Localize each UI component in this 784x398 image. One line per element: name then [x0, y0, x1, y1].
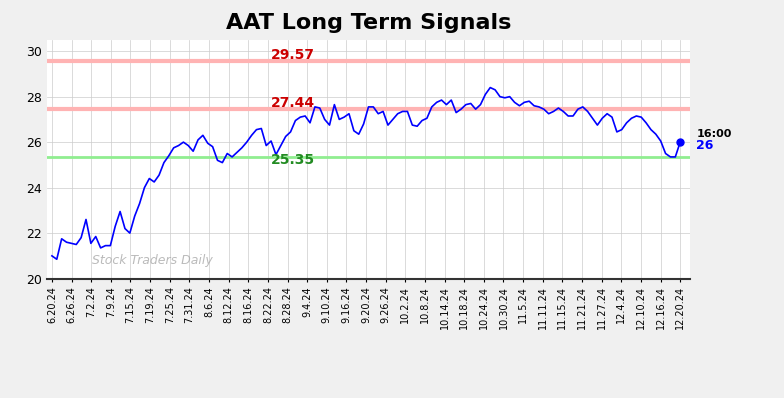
- Title: AAT Long Term Signals: AAT Long Term Signals: [226, 13, 511, 33]
- Text: Stock Traders Daily: Stock Traders Daily: [92, 254, 212, 267]
- Text: 16:00: 16:00: [696, 129, 731, 139]
- Text: 26: 26: [696, 139, 713, 152]
- Text: 29.57: 29.57: [270, 48, 314, 62]
- Text: 27.44: 27.44: [270, 96, 314, 110]
- Text: 25.35: 25.35: [270, 153, 314, 167]
